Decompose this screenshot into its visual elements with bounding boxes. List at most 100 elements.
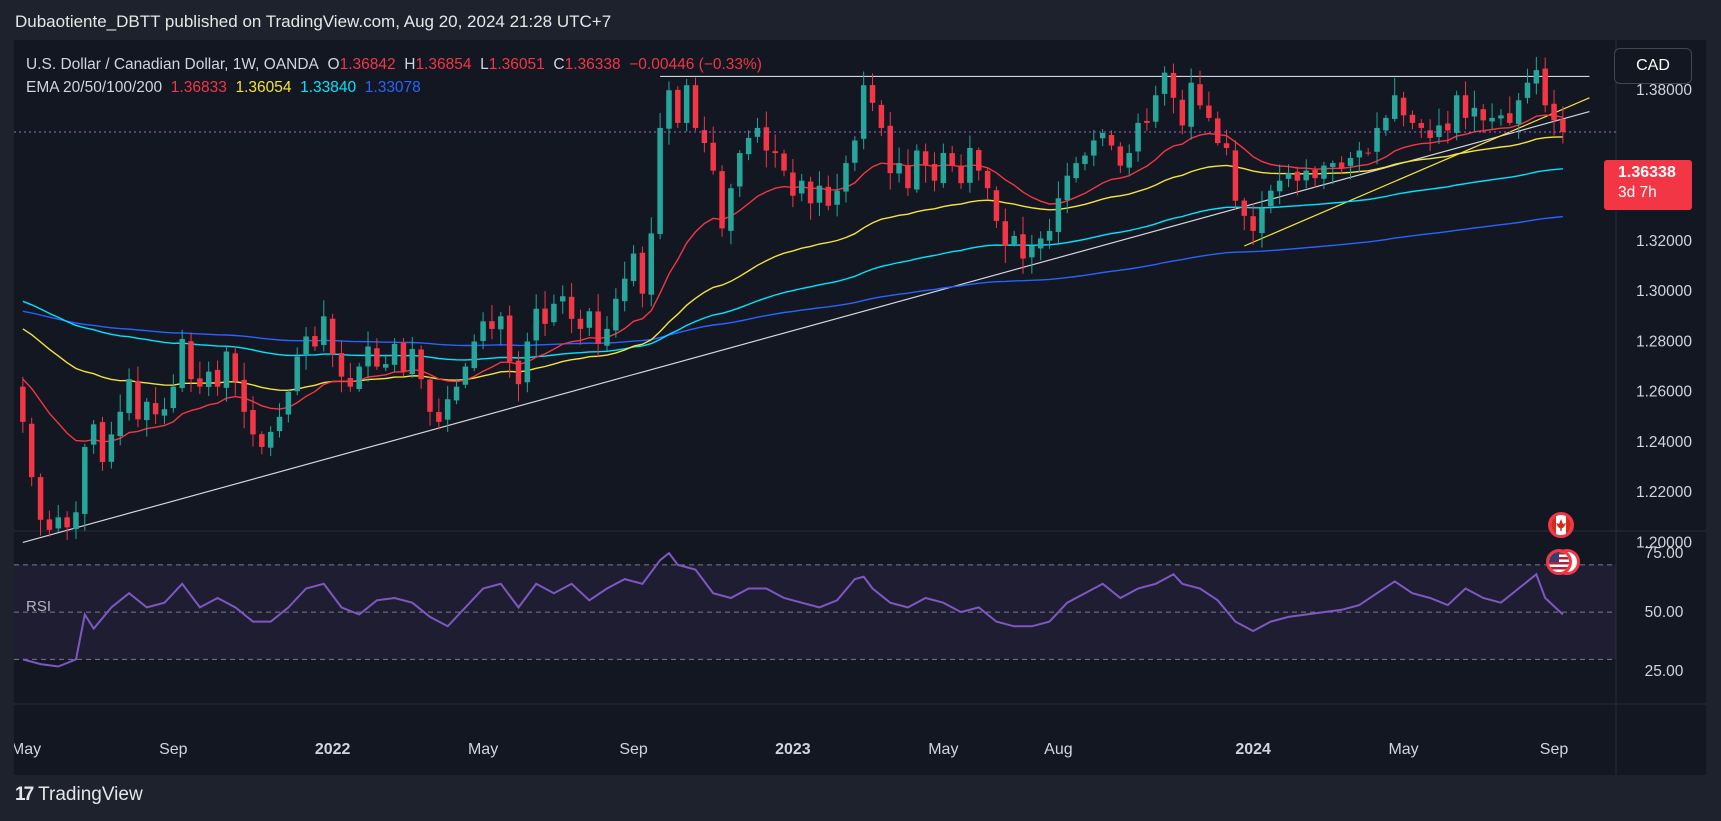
candle-body [294,356,300,392]
candle-body [1126,153,1132,168]
candle-body [1020,234,1026,259]
candle-body [1108,135,1115,146]
canada-flag-graphic [1551,515,1571,535]
candle-body [453,386,460,401]
candle-body [551,303,557,323]
candle-body [1330,163,1336,167]
candle-body [1082,155,1088,164]
canada-flag-icon[interactable] [1548,512,1574,538]
candle-body [683,85,690,123]
time-tick-label: May [1388,741,1418,758]
candle-body [1312,169,1318,179]
candle-body [223,351,230,388]
time-tick-label: Sep [1540,741,1569,758]
candle-body [666,90,672,129]
candle-body [1347,158,1354,166]
candle-body [436,412,442,422]
candle-body [1214,118,1221,143]
candle-body [444,399,451,420]
candle-body [1489,117,1495,122]
candle-body [28,423,35,478]
candle-body [1091,140,1097,156]
rsi-tick-label: 75.00 [1645,545,1684,562]
candle-body [374,348,380,367]
candle-body [1524,82,1531,98]
candle-body [515,360,522,385]
candle-body [967,148,973,183]
candle-body [1445,123,1451,131]
candle-body [285,391,292,415]
candle-body [542,308,548,324]
last-price-tag: 1.36338 3d 7h [1604,160,1692,210]
ema100-line [22,168,1563,361]
bar-countdown: 3d 7h [1618,184,1657,201]
legend-ema-label: EMA 20/50/100/200 [26,79,163,96]
time-tick-label: May [14,741,41,758]
legend-ema50: 1.36054 [235,79,292,96]
legend-close-label: C [553,56,565,73]
candle-body [1268,190,1274,207]
candle-body [560,296,566,302]
legend-ohlc-row: U.S. Dollar / Canadian Dollar, 1W, OANDA… [26,53,762,76]
candle-body [250,409,256,435]
candle-body [188,341,194,380]
candle-body [754,127,761,137]
candle-body [99,422,106,463]
candle-body [701,130,708,143]
candle-body [675,89,681,123]
rsi-pane-label: RSI [26,598,52,615]
candle-body [595,311,601,344]
candle-body [232,353,239,382]
chart-frame[interactable]: 1.20000 1.22000 1.24000 1.26000 1.28000 1.300… [14,40,1706,775]
candle-body [1498,115,1504,119]
candle-body [621,278,628,302]
candle-body [1560,119,1566,132]
candle-body [276,416,283,431]
us-flag-icon[interactable] [1546,549,1572,575]
candle-body [1462,95,1469,118]
candle-body [914,150,920,190]
candle-body [1480,109,1486,121]
currency-button[interactable]: CAD [1614,48,1692,84]
candle-body [214,369,221,387]
candle-body [1029,246,1035,258]
candle-body [657,127,663,234]
chart-svg[interactable]: 1.20000 1.22000 1.24000 1.26000 1.28000 1.300… [14,40,1706,775]
price-tick-label: 1.30000 [1636,283,1692,300]
candle-body [613,298,619,331]
candle-body [719,171,725,229]
candle-body [1294,171,1301,181]
ema200-line [22,215,1563,347]
candle-body [1436,125,1442,138]
rsi-line [22,551,1564,668]
tradingview-logo[interactable]: 17 TradingView [15,784,143,806]
time-tick-label: Aug [1044,741,1072,758]
candle-body [259,434,265,447]
candle-body [1321,165,1327,179]
publish-header: Dubaotiente_DBTT published on TradingVie… [15,12,612,31]
candle-body [577,318,584,329]
candle-body [1400,97,1407,116]
candle-body [1011,235,1017,245]
candle-body [1276,180,1283,192]
candle-body [1153,95,1159,122]
candle-body [834,190,840,205]
candle-body [984,170,991,189]
candle-body [73,512,79,530]
candle-body [1223,143,1230,149]
candle-body [347,377,354,387]
legend-ema-row: EMA 20/50/100/200 1.36833 1.36054 1.3384… [26,76,762,99]
candle-body [825,186,832,206]
time-tick-label: Sep [159,741,188,758]
candle-body [1117,146,1124,166]
legend-low: 1.36051 [488,56,545,73]
candle-body [1250,216,1256,231]
candle-body [1232,150,1239,201]
candle-body [1046,230,1053,241]
candle-body [197,378,203,387]
price-tick-label: 1.28000 [1636,333,1692,350]
candle-body [1383,117,1389,131]
candle-body [958,165,964,184]
candle-body [1064,175,1070,201]
candle-body [586,311,593,328]
